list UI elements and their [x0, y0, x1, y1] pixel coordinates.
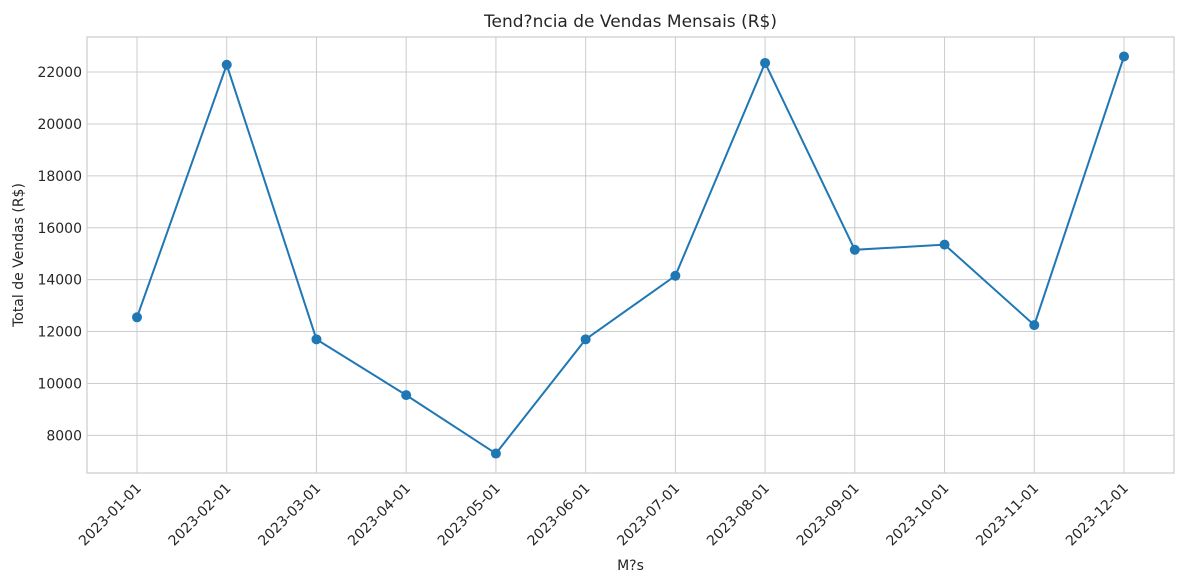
chart-title: Tend?ncia de Vendas Mensais (R$) — [483, 12, 777, 32]
y-tick-label: 14000 — [37, 273, 82, 289]
y-tick-label: 8000 — [46, 428, 82, 444]
data-point — [580, 334, 591, 345]
y-tick-label: 16000 — [37, 221, 82, 237]
x-tick-label: 2023-12-01 — [1063, 481, 1132, 550]
x-tick-label: 2023-11-01 — [973, 481, 1042, 550]
y-tick-label: 20000 — [37, 117, 82, 133]
x-tick-label: 2023-05-01 — [435, 481, 504, 550]
data-point — [132, 312, 142, 323]
data-point — [1029, 320, 1040, 331]
x-tick-label: 2023-01-01 — [76, 481, 145, 550]
x-tick-label: 2023-07-01 — [614, 481, 683, 550]
data-point — [221, 59, 232, 70]
data-point — [760, 57, 771, 68]
y-tick-label: 18000 — [37, 169, 82, 185]
data-point — [1119, 51, 1129, 62]
x-tick-label: 2023-10-01 — [884, 481, 953, 550]
data-point — [849, 244, 860, 255]
y-tick-label: 22000 — [37, 65, 82, 81]
y-axis-label: Total de Vendas (R$) — [11, 183, 27, 328]
x-axis-label: M?s — [617, 558, 644, 574]
data-point — [490, 448, 501, 459]
series-line — [136, 56, 1125, 455]
plot-area-frame — [86, 36, 1175, 474]
x-tick-label: 2023-02-01 — [166, 481, 235, 550]
data-point — [311, 334, 322, 345]
data-point — [401, 390, 412, 401]
data-point — [670, 270, 681, 281]
x-tick-labels: 2023-01-01 2023-02-01 2023-03-01 2023-04-01… — [76, 481, 1132, 550]
x-tick-label: 2023-03-01 — [255, 481, 324, 550]
data-points — [132, 51, 1129, 459]
x-tick-label: 2023-08-01 — [704, 481, 773, 550]
x-tick-label: 2023-09-01 — [794, 481, 863, 550]
x-tick-label: 2023-06-01 — [525, 481, 594, 550]
data-point — [939, 239, 950, 250]
x-tick-label: 2023-04-01 — [345, 481, 414, 550]
grid — [87, 37, 1174, 473]
y-tick-label: 10000 — [37, 376, 82, 392]
y-tick-labels: 8000 10000 12000 14000 16000 18000 20000 22000 — [37, 65, 82, 444]
y-tick-label: 12000 — [37, 325, 82, 341]
